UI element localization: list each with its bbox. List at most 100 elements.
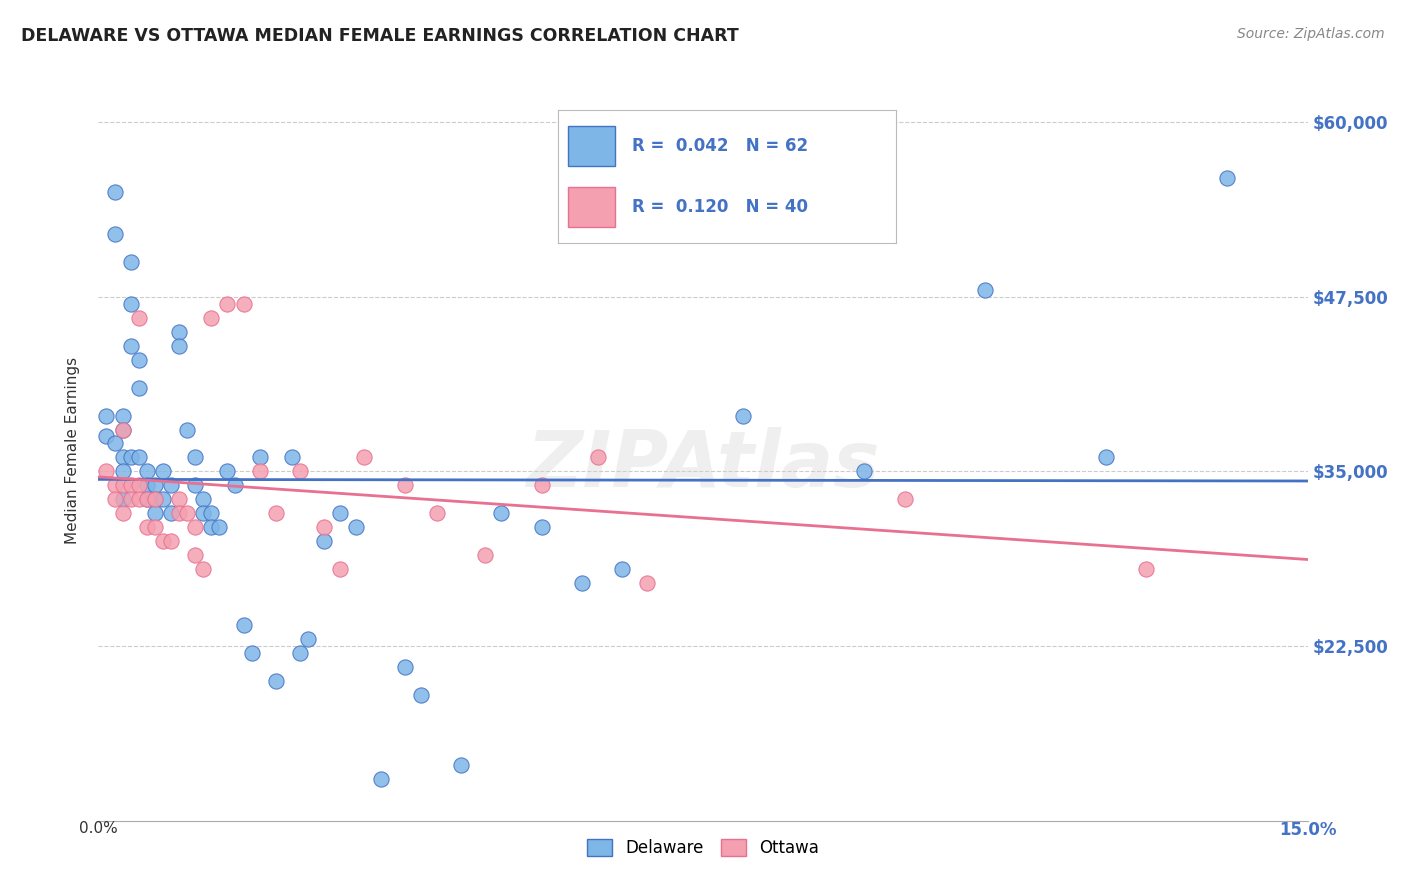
Point	[240, 646, 263, 660]
Point	[264, 673, 287, 688]
Point	[733, 409, 755, 423]
Point	[193, 506, 215, 520]
Point	[160, 478, 183, 492]
Point	[111, 464, 134, 478]
Point	[111, 409, 134, 423]
Text: Source: ZipAtlas.com: Source: ZipAtlas.com	[1237, 27, 1385, 41]
Point	[353, 450, 375, 465]
Point	[111, 423, 134, 437]
Point	[160, 534, 183, 549]
Point	[176, 506, 198, 520]
Point	[103, 478, 125, 492]
Point	[200, 520, 222, 534]
Point	[120, 297, 142, 311]
Point	[103, 436, 125, 450]
Point	[571, 576, 593, 591]
Point	[167, 339, 190, 353]
Point	[120, 255, 142, 269]
Point	[120, 492, 142, 507]
Point	[612, 562, 634, 576]
Point	[111, 423, 134, 437]
Point	[128, 478, 150, 492]
Text: 15.0%: 15.0%	[1279, 821, 1336, 838]
Point	[200, 506, 222, 520]
Point	[103, 492, 125, 507]
Point	[135, 492, 157, 507]
Point	[409, 688, 432, 702]
Point	[128, 310, 150, 325]
Point	[344, 520, 367, 534]
Point	[167, 492, 190, 507]
Point	[193, 492, 215, 507]
Point	[314, 520, 336, 534]
Point	[120, 450, 142, 465]
Point	[143, 492, 166, 507]
Point	[96, 464, 118, 478]
Point	[208, 520, 231, 534]
Point	[135, 478, 157, 492]
Point	[974, 283, 997, 297]
Point	[636, 576, 658, 591]
Point	[111, 450, 134, 465]
Text: ZIPAtlas: ZIPAtlas	[526, 427, 880, 503]
Point	[370, 772, 392, 786]
Point	[135, 464, 157, 478]
Point	[111, 478, 134, 492]
Point	[853, 464, 876, 478]
Point	[530, 520, 553, 534]
Point	[111, 506, 134, 520]
Point	[176, 423, 198, 437]
Point	[249, 464, 271, 478]
Point	[329, 562, 352, 576]
Point	[1095, 450, 1118, 465]
Point	[167, 506, 190, 520]
Point	[893, 492, 915, 507]
Point	[1135, 562, 1157, 576]
Point	[143, 478, 166, 492]
Point	[1216, 171, 1239, 186]
Y-axis label: Median Female Earnings: Median Female Earnings	[65, 357, 80, 544]
Point	[96, 429, 118, 443]
Point	[200, 310, 222, 325]
Point	[491, 506, 513, 520]
Point	[152, 464, 174, 478]
Legend: Delaware, Ottawa: Delaware, Ottawa	[581, 832, 825, 864]
Point	[329, 506, 352, 520]
Point	[281, 450, 304, 465]
Point	[103, 185, 125, 199]
Point	[217, 297, 239, 311]
Point	[232, 618, 254, 632]
Point	[314, 534, 336, 549]
Point	[128, 381, 150, 395]
Point	[128, 450, 150, 465]
Point	[160, 506, 183, 520]
Point	[111, 492, 134, 507]
Point	[184, 478, 207, 492]
Point	[184, 450, 207, 465]
Point	[450, 757, 472, 772]
Point	[232, 297, 254, 311]
Point	[143, 492, 166, 507]
Point	[394, 660, 416, 674]
Point	[96, 409, 118, 423]
Point	[103, 227, 125, 241]
Point	[426, 506, 449, 520]
Point	[135, 520, 157, 534]
Point	[143, 506, 166, 520]
Point	[128, 492, 150, 507]
Point	[128, 352, 150, 367]
Point	[143, 520, 166, 534]
Point	[152, 534, 174, 549]
Point	[394, 478, 416, 492]
Point	[167, 325, 190, 339]
Point	[224, 478, 246, 492]
Point	[288, 646, 311, 660]
Point	[135, 492, 157, 507]
Point	[297, 632, 319, 646]
Point	[586, 450, 609, 465]
Point	[152, 492, 174, 507]
Point	[184, 548, 207, 562]
Point	[530, 478, 553, 492]
Point	[184, 520, 207, 534]
Point	[288, 464, 311, 478]
